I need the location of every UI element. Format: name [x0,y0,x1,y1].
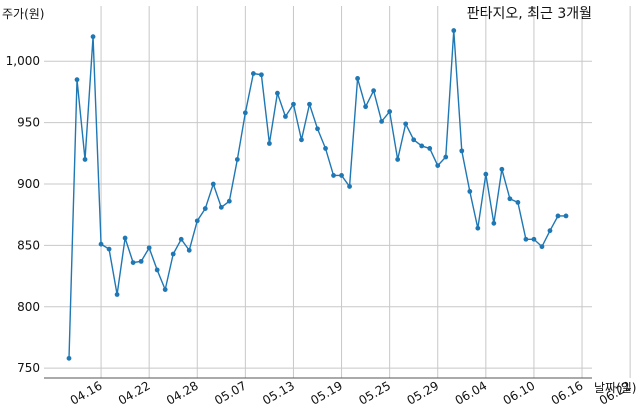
data-point [451,28,457,33]
x-axis-label: 날짜(일) [594,381,636,395]
x-tick-label: 05.07 [212,378,249,407]
data-point [315,126,320,132]
data-point [539,244,545,250]
data-point [499,166,505,172]
data-point [154,267,160,273]
data-point [515,200,521,205]
x-tick-labels: 04.16 04.22 04.28 05.07 05.13 05.19 05.25 05.29… [68,378,634,407]
y-tick-labels: 750 800 850 900 950 1,000 [6,54,40,375]
x-tick-label: 06.04 [453,378,490,407]
data-point [242,110,248,116]
data-point [331,173,336,178]
data-point [371,88,377,94]
price-line [68,30,566,359]
y-tick-label: 900 [17,177,40,191]
data-point [186,247,192,253]
x-tick-label: 04.28 [164,378,201,407]
x-tick-label: 06.10 [501,378,538,407]
data-point [130,260,136,265]
data-point [138,258,144,264]
data-point [122,235,128,241]
x-tick-label: 05.29 [404,378,441,407]
data-point [146,245,152,251]
data-point [491,220,497,226]
data-point [355,76,360,81]
data-point [467,188,473,194]
data-point [435,163,441,169]
data-point [387,109,393,114]
data-point [523,236,529,242]
data-point [291,101,296,107]
data-point [427,146,433,151]
y-tick-label: 750 [17,361,40,375]
x-tick-label: 04.16 [68,378,105,407]
data-point [250,71,256,76]
data-point [483,171,489,177]
data-point [82,157,88,162]
data-point [170,251,176,257]
y-tick-label: 1,000 [6,54,40,68]
y-tick-label: 950 [17,116,40,130]
data-point [178,236,184,242]
y-tick-label: 800 [17,300,40,314]
data-point [339,173,344,178]
x-tick-label: 04.22 [116,378,153,407]
data-point [267,141,272,146]
data-point [162,287,168,292]
data-point [403,121,409,127]
data-point [459,148,465,154]
data-point [547,228,553,234]
data-points [66,28,569,361]
data-point [66,355,72,361]
data-point [507,196,513,202]
data-point [347,184,352,189]
data-point [379,119,385,124]
data-point [98,241,104,247]
data-point [218,204,224,210]
data-point [363,104,368,110]
x-tick-label: 05.19 [308,378,345,407]
data-point [563,213,569,219]
data-point [419,143,425,149]
data-point [443,154,449,160]
data-point [210,181,216,187]
data-point [283,114,288,119]
data-point [395,157,401,162]
data-point [531,236,537,242]
data-point [411,137,417,143]
y-tick-label: 850 [17,238,40,252]
y-axis-label: 주가(원) [2,7,44,21]
chart-title: 판타지오, 최근 3개월 [467,6,592,22]
data-point [258,72,264,78]
x-tick-label: 05.13 [260,378,297,407]
data-point [323,146,328,151]
data-point [275,90,280,96]
data-point [299,137,304,143]
data-point [475,225,481,231]
data-point [74,77,80,83]
x-tick-label: 05.25 [356,378,393,407]
data-point [194,218,200,224]
data-point [555,213,561,219]
grid [44,6,631,378]
data-point [226,198,232,204]
data-point [202,206,208,211]
data-point [234,157,240,162]
data-point [90,34,96,40]
data-point [114,292,120,297]
data-point [307,101,312,107]
x-tick-label: 06.16 [549,378,586,407]
data-point [106,246,112,252]
